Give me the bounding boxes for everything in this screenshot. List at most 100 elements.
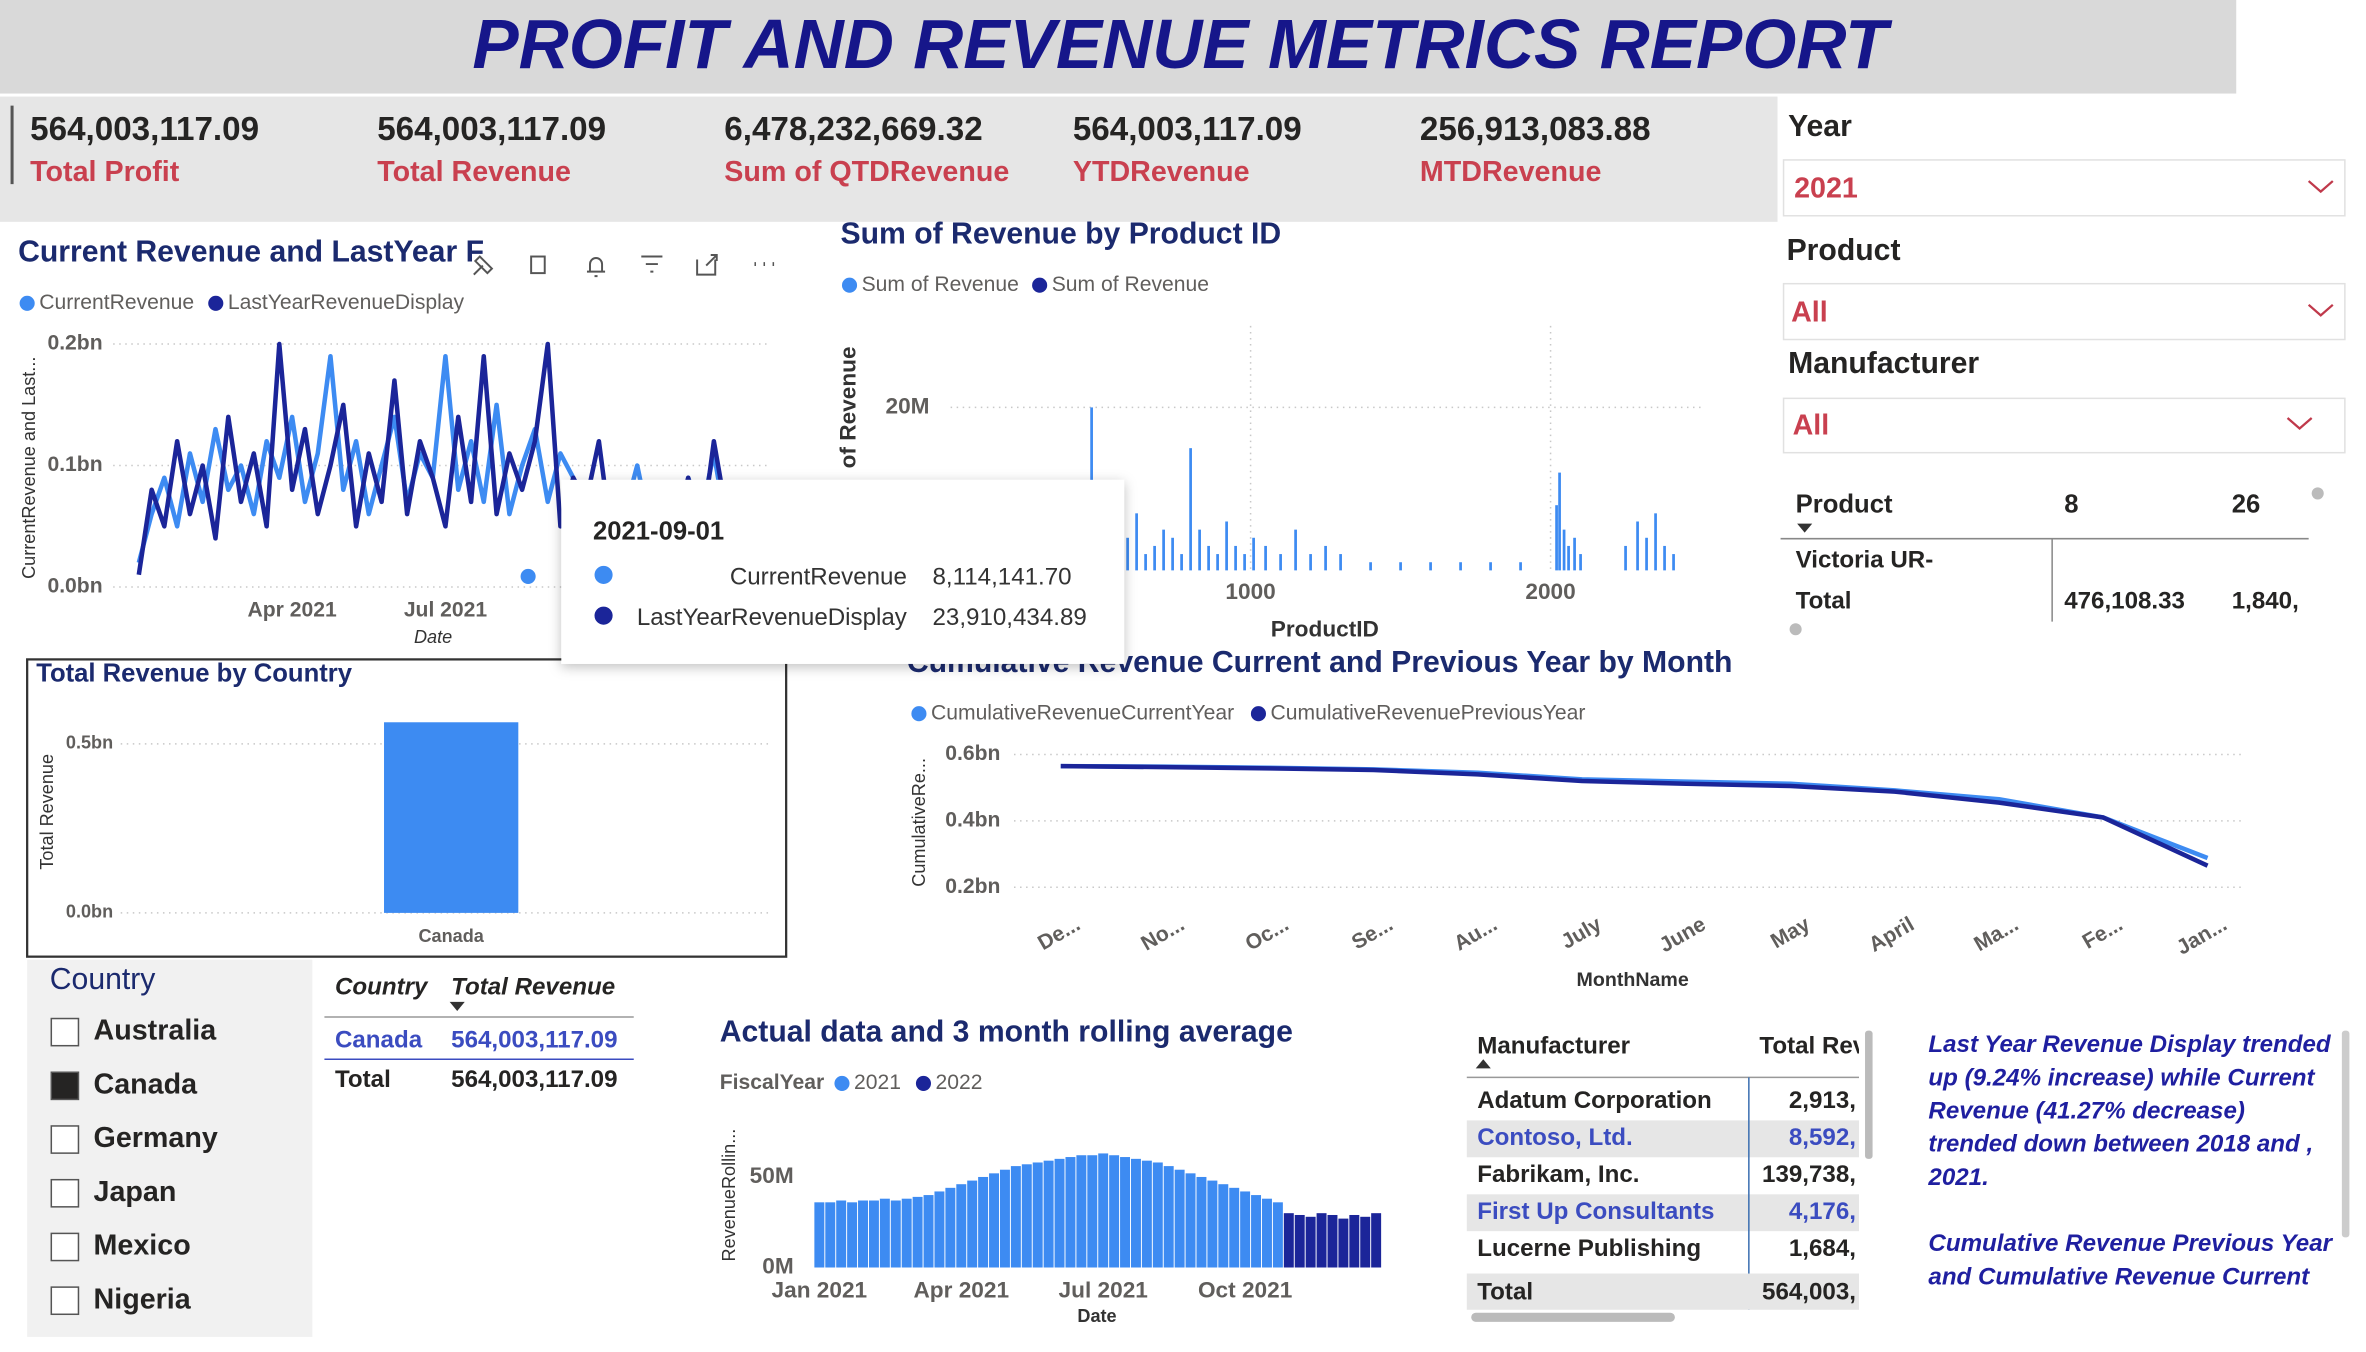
table-header: Total Revenue	[451, 974, 615, 1001]
y-axis-label: Total Revenue	[37, 754, 57, 870]
legend-label: CumulativeRevenueCurrentYear	[931, 701, 1234, 724]
slicer-title: Product	[1787, 234, 1901, 267]
slicer-item: Mexico	[94, 1230, 191, 1262]
checkbox[interactable]	[50, 1125, 80, 1154]
chart-product: Sum of Revenue by Product ID Sum of Reven…	[836, 217, 1701, 642]
kpi-label: Total Revenue	[377, 156, 571, 188]
bar	[1185, 1173, 1196, 1268]
bar	[1098, 1153, 1109, 1268]
series-line	[1060, 763, 2209, 868]
kpi-label: YTDRevenue	[1073, 156, 1250, 188]
bar	[1065, 1157, 1076, 1268]
table-total: 564,003,117.09	[451, 1066, 617, 1093]
table-total: 564,003,	[1762, 1279, 1856, 1306]
checkbox[interactable]	[50, 1286, 80, 1316]
resize-dot	[2311, 487, 2324, 500]
bar	[1251, 1195, 1262, 1268]
bar	[912, 1196, 923, 1268]
bar	[1636, 521, 1639, 571]
checkbox[interactable]	[50, 1017, 80, 1047]
text-scrollbar[interactable]	[2341, 1030, 2350, 1238]
year-dropdown[interactable]	[1782, 159, 2346, 217]
bar	[1120, 1157, 1131, 1268]
legend-title: FiscalYear	[720, 1071, 824, 1094]
product-dropdown[interactable]	[1782, 282, 2346, 341]
matrix-header: Product	[1796, 490, 1893, 518]
kpi-label: MTDRevenue	[1420, 156, 1602, 188]
table-cell: Canada	[335, 1027, 423, 1054]
legend-swatch	[911, 706, 927, 722]
bar	[1130, 1158, 1141, 1268]
checkbox[interactable]	[50, 1232, 80, 1262]
product-matrix: Product 8 26 Victoria UR- Total 476,108.33 1,8…	[1780, 490, 2309, 622]
narrative-line: Cumulative Revenue Previous Year	[1928, 1230, 2333, 1257]
bar	[1324, 545, 1327, 571]
bar	[1087, 1155, 1098, 1268]
x-axis-label: MonthName	[1577, 969, 1689, 991]
bar	[1279, 554, 1282, 571]
matrix-header: 8	[2064, 490, 2078, 518]
x-tick-label: Canada	[418, 926, 484, 946]
bar	[1196, 1176, 1207, 1268]
matrix-cell: 1,840,	[2232, 587, 2299, 614]
slicer-item: Australia	[94, 1015, 218, 1047]
h-scrollbar[interactable]	[1471, 1312, 1675, 1322]
report-title: PROFIT AND REVENUE METRICS REPORT	[472, 5, 1893, 83]
slicer-title: Year	[1788, 110, 1852, 143]
bar	[1240, 1191, 1251, 1268]
tooltip-swatch	[594, 565, 613, 584]
bar	[814, 1202, 825, 1268]
y-tick-label: 50M	[750, 1163, 794, 1188]
matrix-row-label: Victoria UR-	[1796, 547, 1934, 574]
bar	[956, 1184, 967, 1268]
y-tick-label: 0.5bn	[66, 733, 113, 753]
bar	[1243, 554, 1246, 571]
bar	[901, 1198, 912, 1268]
bar	[1032, 1162, 1043, 1268]
matrix-header: 26	[2232, 490, 2261, 518]
legend-swatch	[915, 1075, 932, 1091]
bar	[1189, 448, 1192, 571]
narrative-line: Last Year Revenue Display trended	[1928, 1031, 2332, 1058]
copy-icon[interactable]	[530, 255, 546, 275]
table-row-bg	[1466, 1083, 1859, 1121]
bar	[1010, 1166, 1021, 1268]
table-cell: Lucerne Publishing	[1477, 1235, 1701, 1262]
bar	[1162, 529, 1165, 571]
tooltip-label: CurrentRevenue	[730, 563, 907, 590]
kpi-band	[0, 96, 1778, 222]
manufacturer-dropdown[interactable]	[1782, 397, 2346, 454]
legend-swatch	[1250, 706, 1266, 722]
table-header: Manufacturer	[1477, 1033, 1630, 1060]
bar	[890, 1200, 901, 1268]
v-scrollbar[interactable]	[1865, 1030, 1873, 1159]
table-total-bg	[1466, 1273, 1859, 1310]
bar	[1216, 554, 1219, 571]
bar	[1573, 537, 1576, 571]
bar	[1371, 1213, 1382, 1268]
kpi-value: 564,003,117.09	[30, 111, 259, 148]
checkbox[interactable]	[50, 1178, 80, 1208]
bar	[1225, 521, 1228, 571]
bar	[1163, 1166, 1174, 1268]
bar	[1555, 505, 1558, 571]
x-axis-label: Date	[414, 627, 452, 647]
bar	[858, 1200, 868, 1268]
table-header: Total Rev	[1759, 1033, 1866, 1060]
bar	[847, 1202, 858, 1268]
pin-icon[interactable]	[473, 255, 494, 276]
bar	[1264, 545, 1267, 571]
sort-icon	[449, 1001, 465, 1011]
legend-label: Sum of Revenue	[1052, 273, 1209, 296]
checkbox[interactable]	[50, 1071, 80, 1101]
manufacturer-table: Manufacturer Total Rev Adatum Corporation 2…	[1466, 1033, 1866, 1310]
x-tick-label: 1000	[1225, 579, 1275, 604]
bar	[1567, 545, 1570, 571]
x-tick-label: Apr 2021	[248, 599, 337, 622]
bell-icon[interactable]	[586, 257, 606, 278]
filter-icon[interactable]	[641, 255, 663, 273]
kpi-value: 564,003,117.09	[377, 111, 606, 148]
focus-icon[interactable]	[696, 254, 718, 276]
bar	[1109, 1155, 1120, 1268]
